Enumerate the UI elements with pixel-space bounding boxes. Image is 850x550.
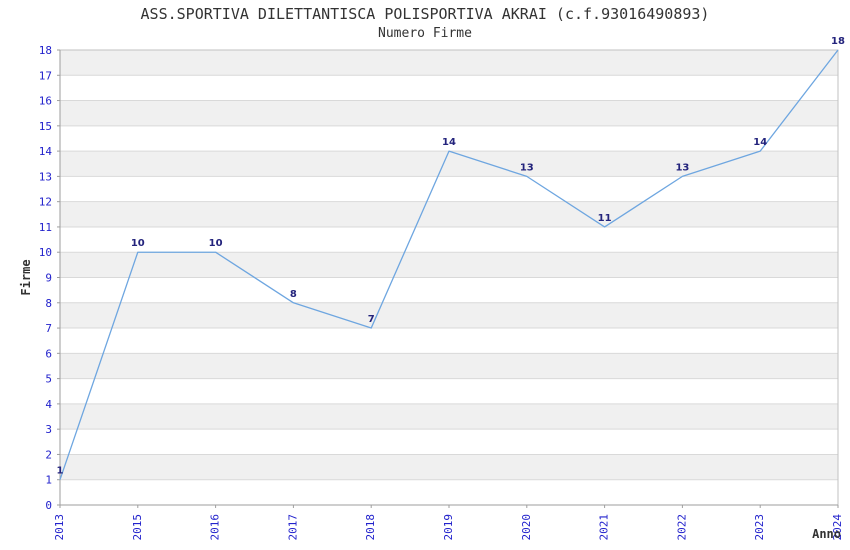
plot-band — [60, 100, 838, 126]
data-label: 10 — [209, 238, 223, 249]
y-tick-label: 6 — [45, 347, 52, 360]
y-tick-label: 2 — [45, 448, 52, 461]
y-tick-label: 0 — [45, 499, 52, 512]
y-tick-label: 13 — [39, 170, 52, 183]
y-tick-label: 18 — [39, 44, 52, 57]
plot-band — [60, 353, 838, 379]
plot-band — [60, 151, 838, 177]
x-tick-label: 2015 — [131, 514, 144, 541]
y-tick-label: 14 — [39, 145, 53, 158]
x-tick-label: 2017 — [286, 514, 299, 541]
y-tick-label: 16 — [39, 95, 52, 108]
x-tick-label: 2022 — [675, 514, 688, 541]
data-label: 11 — [598, 213, 612, 224]
x-tick-label: 2024 — [831, 514, 844, 541]
y-tick-label: 15 — [39, 120, 52, 133]
data-label: 10 — [131, 238, 145, 249]
data-label: 1 — [57, 466, 64, 477]
chart-subtitle: Numero Firme — [378, 26, 472, 41]
x-tick-label: 2019 — [442, 514, 455, 541]
data-label: 14 — [442, 137, 456, 148]
data-label: 7 — [368, 314, 375, 325]
data-label: 13 — [675, 162, 689, 173]
x-tick-label: 2018 — [364, 514, 377, 541]
data-label: 8 — [290, 289, 297, 300]
x-tick-label: 2021 — [598, 514, 611, 541]
data-label: 13 — [520, 162, 534, 173]
plot-band — [60, 252, 838, 278]
x-tick-label: 2023 — [753, 514, 766, 541]
plot-band — [60, 454, 838, 480]
x-axis-title: Anno — [812, 527, 841, 541]
y-tick-label: 4 — [45, 398, 52, 411]
plot-band — [60, 50, 838, 76]
x-tick-label: 2013 — [53, 514, 66, 541]
y-tick-label: 12 — [39, 196, 52, 209]
y-tick-label: 7 — [45, 322, 52, 335]
y-tick-label: 10 — [39, 246, 52, 259]
y-axis-title: Firme — [19, 259, 33, 295]
chart-title: ASS.SPORTIVA DILETTANTISCA POLISPORTIVA … — [140, 5, 710, 23]
y-tick-label: 1 — [45, 474, 52, 487]
y-tick-label: 3 — [45, 423, 52, 436]
data-label: 14 — [753, 137, 767, 148]
plot-band — [60, 403, 838, 430]
plot-band — [60, 302, 838, 329]
x-tick-label: 2016 — [209, 514, 222, 541]
data-label: 18 — [831, 36, 845, 47]
plot-band — [60, 201, 838, 227]
y-tick-label: 17 — [39, 69, 52, 82]
y-tick-label: 9 — [45, 272, 52, 285]
x-tick-label: 2020 — [520, 514, 533, 541]
y-tick-label: 5 — [45, 373, 52, 386]
y-tick-label: 8 — [45, 297, 52, 310]
series-line — [59, 49, 839, 480]
y-tick-label: 11 — [39, 221, 52, 234]
